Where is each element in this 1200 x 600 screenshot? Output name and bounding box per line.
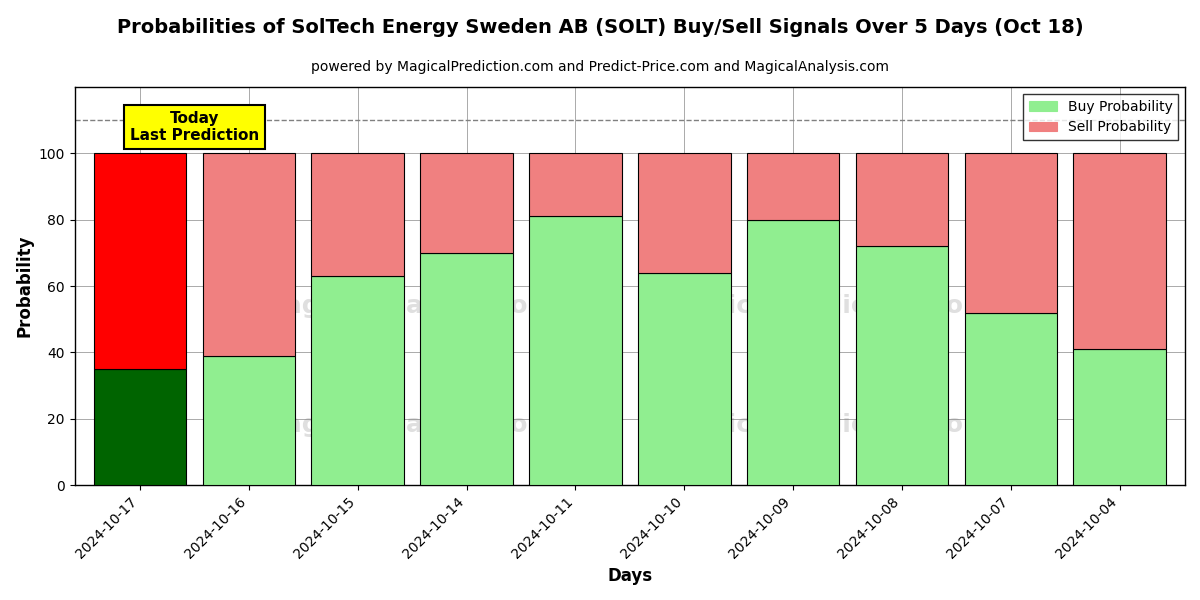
- X-axis label: Days: Days: [607, 567, 653, 585]
- Bar: [856, 154, 948, 246]
- Bar: [1074, 154, 1166, 349]
- Bar: [203, 154, 295, 356]
- Bar: [529, 217, 622, 485]
- Bar: [94, 154, 186, 369]
- Bar: [638, 154, 731, 273]
- Bar: [312, 154, 404, 276]
- Text: MagicalPrediction.com: MagicalPrediction.com: [670, 413, 990, 437]
- Text: Today
Last Prediction: Today Last Prediction: [130, 110, 259, 143]
- Text: powered by MagicalPrediction.com and Predict-Price.com and MagicalAnalysis.com: powered by MagicalPrediction.com and Pre…: [311, 60, 889, 74]
- Bar: [746, 154, 839, 220]
- Bar: [94, 369, 186, 485]
- Text: MagicalAnalysis.com: MagicalAnalysis.com: [260, 294, 554, 318]
- Bar: [856, 246, 948, 485]
- Legend: Buy Probability, Sell Probability: Buy Probability, Sell Probability: [1024, 94, 1178, 140]
- Bar: [746, 220, 839, 485]
- Bar: [529, 154, 622, 217]
- Bar: [1074, 349, 1166, 485]
- Text: MagicalAnalysis.com: MagicalAnalysis.com: [260, 413, 554, 437]
- Bar: [638, 273, 731, 485]
- Bar: [420, 253, 512, 485]
- Bar: [965, 154, 1057, 313]
- Bar: [203, 356, 295, 485]
- Text: Probabilities of SolTech Energy Sweden AB (SOLT) Buy/Sell Signals Over 5 Days (O: Probabilities of SolTech Energy Sweden A…: [116, 18, 1084, 37]
- Text: MagicalPrediction.com: MagicalPrediction.com: [670, 294, 990, 318]
- Y-axis label: Probability: Probability: [16, 235, 34, 337]
- Bar: [420, 154, 512, 253]
- Bar: [965, 313, 1057, 485]
- Bar: [312, 276, 404, 485]
